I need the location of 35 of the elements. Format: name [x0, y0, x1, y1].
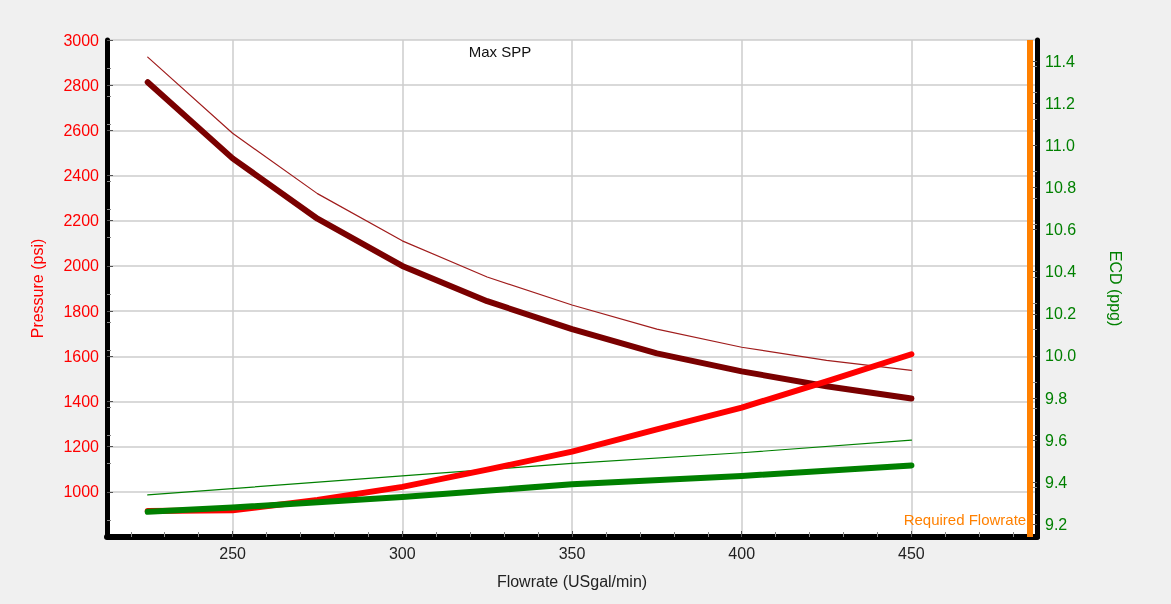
y-tick-label: 3000 [63, 31, 100, 49]
y2-tick-label: 9.6 [1045, 431, 1068, 449]
x-axis-title: Flowrate (USgal/min) [496, 572, 648, 590]
line-series [147, 56, 913, 371]
annotation: Max SPP [468, 43, 532, 60]
y2-tick-label: 10.2 [1045, 305, 1077, 323]
y2-tick-label: 10.6 [1045, 221, 1077, 239]
x-tick-label: 400 [728, 544, 756, 562]
y2-tick-label: 11.4 [1045, 52, 1076, 70]
y2-tick-label: 9.4 [1045, 473, 1068, 491]
y2-tick-label: 11.2 [1045, 94, 1076, 112]
ref-line-label: Required Flowrate [903, 511, 1027, 528]
y2-tick-label: 9.2 [1045, 515, 1068, 533]
y-tick-label: 2000 [63, 257, 100, 275]
y2-tick-label: 9.8 [1045, 389, 1068, 407]
y2-tick-label: 10.4 [1045, 263, 1077, 281]
y-tick-label: 1600 [63, 347, 100, 365]
y-tick-label: 2400 [63, 167, 100, 185]
y-tick-label: 1200 [63, 438, 100, 456]
y-tick-label: 2800 [63, 76, 100, 94]
y2-tick-label: 10.0 [1045, 347, 1077, 365]
x-tick-label: 300 [388, 544, 416, 562]
y2-tick-label: 11.0 [1045, 136, 1076, 154]
x-tick-label: 450 [898, 544, 925, 562]
y-axis-title: Pressure (psi) [28, 238, 46, 339]
y-tick-label: 1800 [63, 302, 100, 320]
y2-axis-title: ECD (ppg) [1106, 250, 1124, 327]
y-tick-label: 1000 [63, 483, 100, 501]
line-series [147, 439, 913, 496]
y-tick-label: 2600 [63, 121, 100, 139]
x-tick-label: 250 [219, 544, 247, 562]
y-tick-label: 1400 [63, 392, 100, 410]
x-tick-label: 350 [558, 544, 586, 562]
y-tick-label: 2200 [63, 212, 100, 230]
y2-tick-label: 10.8 [1045, 178, 1077, 196]
